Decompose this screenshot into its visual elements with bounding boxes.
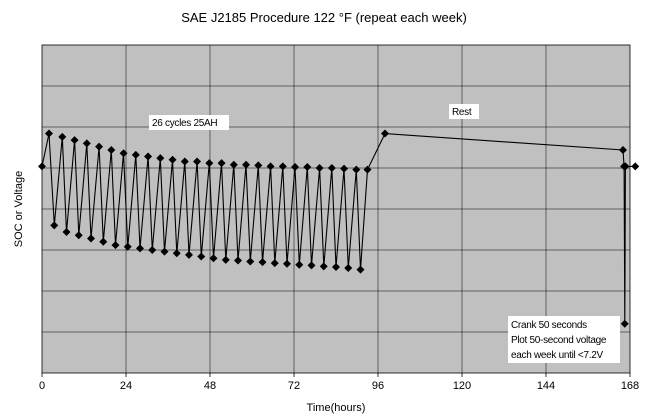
data-point-marker xyxy=(295,260,304,269)
data-point-marker xyxy=(619,145,627,154)
data-point-marker xyxy=(221,255,230,264)
data-point-marker xyxy=(332,263,340,272)
data-point-marker xyxy=(340,164,349,173)
x-tick-label: 24 xyxy=(120,380,132,392)
x-tick-label: 168 xyxy=(621,380,639,392)
data-point-marker xyxy=(229,160,238,169)
data-point-marker xyxy=(136,244,144,253)
data-point-marker xyxy=(62,227,71,236)
data-point-marker xyxy=(344,264,353,273)
data-point-marker xyxy=(319,262,328,271)
data-point-marker xyxy=(242,160,251,169)
series-layer xyxy=(38,129,640,328)
data-point-marker xyxy=(70,136,79,145)
x-tick-label: 120 xyxy=(453,380,471,392)
data-point-marker xyxy=(50,221,59,230)
annotation-crank-line2: Plot 50-second voltage xyxy=(511,335,607,346)
y-axis-label: SOC or Voltage xyxy=(13,171,25,247)
annotation-cycles-box xyxy=(149,115,229,130)
data-point-marker xyxy=(82,139,91,148)
data-point-marker xyxy=(217,159,226,168)
data-point-marker xyxy=(363,165,372,174)
data-point-marker xyxy=(209,254,218,263)
x-axis-ticks: 0 24 48 72 96 120 144 168 xyxy=(39,373,639,392)
data-point-marker xyxy=(111,241,120,250)
data-point-marker xyxy=(45,129,53,138)
annotation-rest: Rest xyxy=(452,107,472,118)
data-point-marker xyxy=(107,145,116,154)
annotation-cycles: 26 cycles 25AH xyxy=(152,118,217,129)
data-point-marker xyxy=(58,132,67,141)
data-point-marker xyxy=(172,249,181,258)
data-point-marker xyxy=(307,261,316,270)
series-line xyxy=(41,133,636,324)
data-point-marker xyxy=(197,252,206,261)
data-point-marker xyxy=(99,237,108,246)
x-tick-label: 144 xyxy=(537,380,555,392)
data-point-marker xyxy=(131,150,140,159)
data-point-marker xyxy=(315,164,324,172)
data-point-marker xyxy=(278,162,287,171)
data-point-marker xyxy=(283,259,291,268)
data-point-marker xyxy=(631,162,640,171)
data-point-marker xyxy=(74,231,83,240)
data-point-marker xyxy=(205,159,214,168)
data-point-marker xyxy=(123,242,132,251)
annotation-rest-box xyxy=(449,104,479,119)
chart-title: SAE J2185 Procedure 122 °F (repeat each … xyxy=(181,10,467,25)
data-point-marker xyxy=(160,247,169,256)
data-point-marker xyxy=(144,152,153,161)
data-point-marker xyxy=(180,157,189,166)
data-point-marker xyxy=(381,129,389,138)
data-point-marker xyxy=(254,161,263,170)
data-point-marker xyxy=(327,164,336,172)
data-point-marker xyxy=(119,149,128,158)
data-point-marker xyxy=(270,259,279,268)
data-point-marker xyxy=(156,154,165,163)
x-axis-label: Time(hours) xyxy=(307,402,366,414)
data-point-marker xyxy=(246,257,255,266)
x-tick-label: 48 xyxy=(204,380,216,392)
x-tick-label: 96 xyxy=(372,380,384,392)
data-point-marker xyxy=(621,162,630,171)
data-point-marker xyxy=(258,258,267,267)
x-tick-label: 72 xyxy=(288,380,300,392)
annotation-crank-line3: each week until <7.2V xyxy=(511,350,603,361)
data-point-marker xyxy=(185,250,193,259)
data-point-marker xyxy=(266,162,275,171)
data-point-marker xyxy=(356,265,365,274)
data-point-marker xyxy=(291,163,300,172)
data-point-marker xyxy=(620,319,629,328)
data-point-marker xyxy=(87,234,95,243)
annotation-crank-box xyxy=(508,316,620,363)
data-point-marker xyxy=(303,163,312,172)
data-point-marker xyxy=(38,162,46,171)
data-point-marker xyxy=(234,256,242,265)
data-point-marker xyxy=(168,155,177,164)
data-point-marker xyxy=(352,165,361,174)
x-tick-label: 0 xyxy=(39,380,45,392)
data-point-marker xyxy=(95,142,104,151)
data-point-marker xyxy=(148,246,157,254)
data-point-marker xyxy=(193,157,202,166)
annotation-crank-line1: Crank 50 seconds xyxy=(511,320,587,331)
